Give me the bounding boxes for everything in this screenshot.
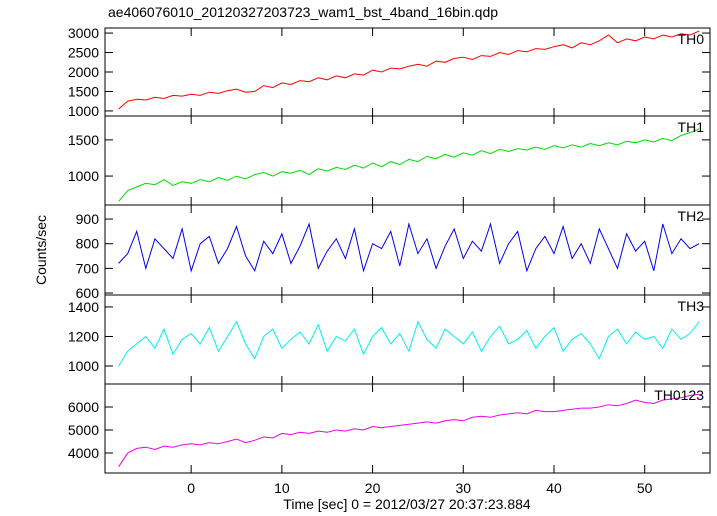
x-tick-label: 0 [187,480,195,496]
y-tick-label: 800 [76,236,100,252]
y-tick-label: 700 [76,260,100,276]
y-tick-label: 1000 [68,168,99,184]
panel-label: TH0 [678,31,705,47]
panel-label: TH1 [678,119,705,135]
y-tick-label: 6000 [68,399,99,415]
x-tick-label: 10 [274,480,290,496]
data-line [118,30,700,110]
y-tick-label: 1000 [68,103,99,119]
panel-label: TH3 [678,298,705,314]
y-tick-label: 1500 [68,83,99,99]
panel-label: TH2 [678,208,705,224]
data-line [118,222,700,273]
x-tick-label: 20 [365,480,381,496]
panel-frame [104,204,711,296]
y-tick-label: 900 [76,211,100,227]
panel-label: TH0123 [654,387,704,403]
chart-title: ae406076010_20120327203723_wam1_bst_4ban… [108,4,498,20]
y-tick-label: 2000 [68,64,99,80]
y-tick-label: 600 [76,285,100,301]
panel-frame [104,27,711,117]
y-tick-label: 2500 [68,45,99,61]
y-axis-label: Counts/sec [33,215,49,285]
y-tick-label: 1500 [68,132,99,148]
y-tick-label: 1200 [68,328,99,344]
x-tick-label: 30 [455,480,471,496]
y-tick-label: 1400 [68,299,99,315]
y-tick-label: 1000 [68,358,99,374]
y-tick-label: 3000 [68,25,99,41]
y-tick-label: 4000 [68,445,99,461]
data-line [118,128,700,202]
data-line [118,320,700,367]
panel-frame [104,383,711,474]
data-line [118,393,700,468]
x-tick-label: 40 [546,480,562,496]
x-axis-label: Time [sec] 0 = 2012/03/27 20:37:23.884 [283,496,531,512]
x-tick-label: 50 [637,480,653,496]
y-tick-label: 5000 [68,422,99,438]
